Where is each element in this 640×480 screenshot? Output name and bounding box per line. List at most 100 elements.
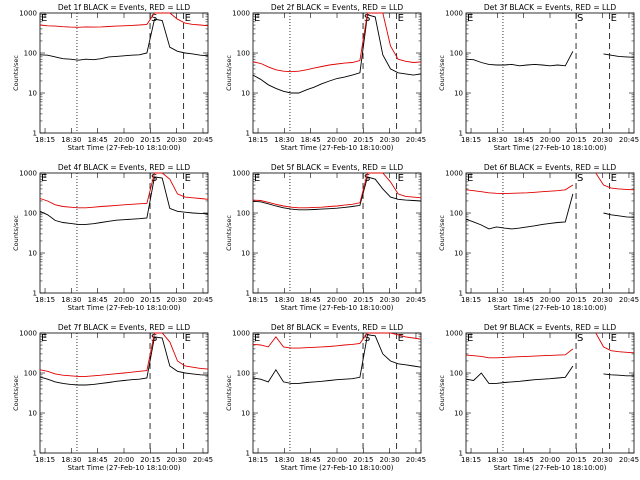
x-tick-label: 18:45	[514, 456, 534, 464]
event-marker-label: E	[398, 13, 404, 24]
x-tick-label: 20:30	[593, 456, 613, 464]
x-tick-label: 18:45	[88, 456, 108, 464]
y-tick-label: 10	[454, 250, 463, 258]
x-tick-label: 20:45	[406, 456, 426, 464]
y-axis-label: Counts/sec	[225, 375, 233, 411]
x-tick-label: 18:15	[248, 456, 268, 464]
x-axis-label: Start Time (27-Feb-10 18:10:00)	[493, 464, 606, 472]
y-tick-label: 1000	[445, 10, 463, 18]
chart-panel: Det 2f BLACK = Events, RED = LLD 1 10 100 10…	[225, 3, 426, 152]
y-axis-label: Counts/sec	[225, 55, 233, 91]
x-tick-label: 18:30	[274, 456, 294, 464]
y-axis-label: Counts/sec	[12, 55, 20, 91]
y-axis-label: Counts/sec	[225, 215, 233, 251]
x-tick-label: 20:00	[327, 456, 347, 464]
chart-panel: Det 4f BLACK = Events, RED = LLD 1 10 100 10…	[12, 163, 213, 312]
x-tick-label: 20:45	[193, 456, 213, 464]
x-tick-label: 20:00	[114, 136, 134, 144]
event-marker-label: E	[185, 333, 191, 344]
x-axis-label: Start Time (27-Feb-10 18:10:00)	[280, 464, 393, 472]
x-tick-label: 20:45	[406, 136, 426, 144]
x-tick-label: 20:45	[619, 136, 639, 144]
y-tick-label: 10	[241, 90, 250, 98]
plot-frame	[39, 332, 209, 454]
y-tick-label: 1000	[445, 170, 463, 178]
x-tick-label: 20:45	[619, 456, 639, 464]
x-tick-label: 18:15	[461, 456, 481, 464]
x-tick-label: 18:15	[461, 296, 481, 304]
y-tick-label: 1	[459, 290, 463, 298]
x-tick-label: 20:15	[140, 456, 160, 464]
x-tick-label: 18:45	[88, 296, 108, 304]
y-tick-label: 100	[450, 50, 463, 58]
event-marker-label: E	[185, 173, 191, 184]
series-line-events	[39, 176, 209, 225]
x-tick-label: 18:45	[88, 136, 108, 144]
y-tick-label: 1000	[232, 330, 250, 338]
x-tick-label: 18:30	[61, 296, 81, 304]
event-marker-label: E	[41, 13, 47, 24]
x-tick-label: 18:15	[35, 136, 55, 144]
event-marker-label: E	[467, 173, 473, 184]
y-tick-label: 10	[241, 250, 250, 258]
y-tick-label: 1	[459, 130, 463, 138]
x-tick-label: 20:15	[353, 456, 373, 464]
x-tick-label: 20:30	[380, 296, 400, 304]
y-tick-label: 1	[246, 130, 250, 138]
y-tick-label: 1	[33, 450, 37, 458]
x-tick-label: 20:30	[593, 136, 613, 144]
x-axis-label: Start Time (27-Feb-10 18:10:00)	[493, 144, 606, 152]
x-tick-label: 20:45	[193, 296, 213, 304]
y-tick-label: 10	[241, 410, 250, 418]
x-tick-label: 20:45	[193, 136, 213, 144]
series-line-lld	[39, 332, 209, 377]
x-tick-label: 18:15	[35, 296, 55, 304]
y-tick-label: 10	[28, 410, 37, 418]
x-tick-label: 18:15	[461, 136, 481, 144]
x-tick-label: 18:45	[514, 296, 534, 304]
x-tick-label: 18:30	[61, 456, 81, 464]
y-axis-label: Counts/sec	[12, 375, 20, 411]
x-tick-label: 18:15	[248, 136, 268, 144]
x-axis-label: Start Time (27-Feb-10 18:10:00)	[280, 304, 393, 312]
x-tick-label: 20:00	[327, 296, 347, 304]
x-tick-label: 18:30	[274, 296, 294, 304]
x-tick-label: 18:45	[301, 136, 321, 144]
chart-title: Det 1f BLACK = Events, RED = LLD	[58, 3, 191, 12]
chart-title: Det 2f BLACK = Events, RED = LLD	[271, 3, 404, 12]
y-tick-label: 10	[454, 90, 463, 98]
x-tick-label: 20:15	[140, 296, 160, 304]
event-marker-label: S	[151, 13, 157, 24]
chart-panel: Det 3f BLACK = Events, RED = LLD 1 10 100 10…	[438, 3, 639, 152]
series-line-lld	[252, 332, 422, 349]
y-tick-label: 100	[24, 50, 37, 58]
event-marker-label: E	[41, 173, 47, 184]
x-tick-label: 20:15	[353, 296, 373, 304]
y-tick-label: 1000	[445, 330, 463, 338]
x-tick-label: 20:45	[406, 296, 426, 304]
x-axis-label: Start Time (27-Feb-10 18:10:00)	[67, 144, 180, 152]
chart-title: Det 4f BLACK = Events, RED = LLD	[58, 163, 191, 172]
x-tick-label: 20:15	[353, 136, 373, 144]
y-tick-label: 10	[454, 410, 463, 418]
y-tick-label: 1000	[19, 330, 37, 338]
x-tick-label: 18:30	[487, 136, 507, 144]
x-tick-label: 20:00	[540, 456, 560, 464]
x-tick-label: 20:30	[593, 296, 613, 304]
event-marker-label: E	[398, 333, 404, 344]
event-marker-label: E	[41, 333, 47, 344]
series-line-lld	[39, 12, 209, 28]
y-axis-label: Counts/sec	[438, 55, 446, 91]
y-tick-label: 100	[24, 370, 37, 378]
plot-frame	[39, 12, 209, 134]
y-tick-label: 100	[450, 210, 463, 218]
chart-title: Det 8f BLACK = Events, RED = LLD	[271, 323, 404, 332]
x-tick-label: 18:30	[487, 296, 507, 304]
series-line-events	[603, 373, 634, 377]
plot-frame	[465, 12, 635, 134]
event-marker-label: S	[577, 173, 583, 184]
chart-panel: Det 7f BLACK = Events, RED = LLD 1 10 100 10…	[12, 323, 213, 472]
chart-panel: Det 9f BLACK = Events, RED = LLD 1 10 100 10…	[438, 323, 639, 472]
x-axis-label: Start Time (27-Feb-10 18:10:00)	[67, 464, 180, 472]
